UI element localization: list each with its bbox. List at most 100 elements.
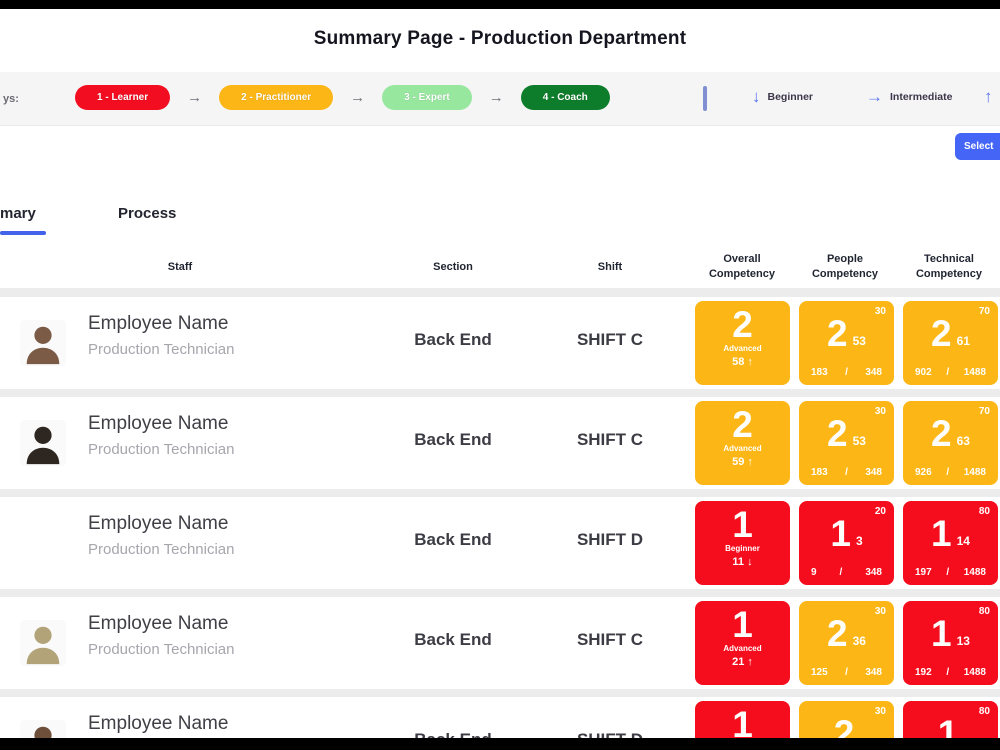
table-row[interactable]: Employee Name Production Technician Back…: [0, 597, 1000, 689]
shift-cell: SHIFT C: [576, 430, 644, 449]
ratio-numerator: 902: [915, 367, 932, 378]
competency-label: Beginner: [725, 544, 760, 553]
legend-pill-practitioner: 2 - Practitioner: [219, 85, 334, 110]
ratio-numerator: 197: [915, 567, 932, 578]
ratio-numerator: 9: [811, 567, 817, 578]
ratio-separator: /: [845, 367, 848, 378]
competency-label: Advanced: [723, 444, 762, 453]
overall-competency-tile: 2 Advanced 59 ↑: [695, 401, 790, 485]
legend-trend-advanced: ↑: [984, 88, 993, 105]
ratio-denominator: 348: [865, 467, 882, 478]
technical-competency-tile: 80 1 13 192 / 1488: [903, 601, 998, 685]
employee-name: Employee Name: [88, 313, 229, 334]
score-ratio: 192 / 1488: [915, 667, 986, 678]
competency-level: 1: [830, 513, 851, 554]
technical-competency-tile: 80 1 14 197 / 1488: [903, 501, 998, 585]
ratio-numerator: 183: [811, 467, 828, 478]
target-score: 30: [874, 306, 886, 317]
tab-process[interactable]: Process: [118, 205, 177, 222]
ratio-denominator: 348: [865, 667, 882, 678]
employee-name: Employee Name: [88, 613, 229, 634]
bottom-letterbox-bar: [0, 738, 1000, 750]
avatar: [20, 320, 66, 366]
table-row[interactable]: Employee Name Production Technician Back…: [0, 297, 1000, 389]
target-score: 30: [874, 606, 886, 617]
ratio-denominator: 348: [865, 367, 882, 378]
ratio-denominator: 1488: [963, 467, 986, 478]
arrow-right-icon: →: [488, 89, 504, 106]
ratio-denominator: 348: [865, 567, 882, 578]
active-tab-underline: [0, 231, 46, 235]
score-ratio: 902 / 1488: [915, 367, 986, 378]
page-title: Summary Page - Production Department: [313, 28, 687, 49]
top-letterbox-bar: [0, 0, 1000, 9]
people-competency-tile: 30 2 53 183 / 348: [799, 401, 894, 485]
employee-name: Employee Name: [88, 413, 229, 434]
ratio-separator: /: [946, 567, 950, 578]
ratio-denominator: 1488: [963, 367, 986, 378]
score-value: 13: [956, 634, 970, 648]
employee-name: Employee Name: [88, 513, 229, 534]
employee-role: Production Technician: [88, 641, 235, 658]
legend-pill-expert: 3 - Expert: [382, 85, 472, 110]
shift-cell: SHIFT D: [576, 530, 644, 549]
section-cell: Back End: [414, 430, 492, 449]
score-value: 14: [956, 534, 970, 548]
score-ratio: 9 / 348: [811, 567, 882, 578]
section-cell: Back End: [414, 530, 492, 549]
employee-list: Employee Name Production Technician Back…: [0, 288, 1000, 750]
ratio-separator: /: [839, 567, 843, 578]
competency-level: 1: [931, 513, 952, 554]
legend-pill-learner: 1 - Learner: [75, 85, 171, 110]
score-value: 53: [852, 434, 866, 448]
arrow-down-icon: ↓: [752, 87, 761, 106]
score-value: 61: [956, 334, 970, 348]
overall-competency-tile: 1 Advanced 21 ↑: [695, 601, 790, 685]
competency-level: 1: [732, 504, 753, 545]
column-header-technical: Technical Competency: [915, 253, 983, 280]
ratio-numerator: 125: [811, 667, 828, 678]
competency-level: 2: [931, 313, 952, 354]
score-ratio: 197 / 1488: [915, 567, 986, 578]
competency-level: 1: [732, 604, 753, 645]
target-score: 20: [874, 506, 886, 517]
competency-level: 2: [732, 404, 753, 445]
target-score: 70: [978, 406, 990, 417]
legend-divider: [703, 86, 707, 111]
competency-level: 1: [732, 704, 753, 745]
table-header-row: Staff Section Shift Overall Competency P…: [0, 248, 1000, 288]
column-header-shift: Shift: [597, 261, 623, 273]
score-ratio: 183 / 348: [811, 467, 882, 478]
ratio-separator: /: [845, 667, 848, 678]
table-row[interactable]: Employee Name Production Technician Back…: [0, 497, 1000, 589]
competency-trend: 21 ↑: [732, 656, 753, 668]
table-row[interactable]: Employee Name Production Technician Back…: [0, 397, 1000, 489]
target-score: 80: [978, 506, 990, 517]
column-header-overall: Overall Competency: [708, 253, 776, 280]
column-header-staff: Staff: [167, 261, 193, 273]
competency-level: 2: [732, 304, 753, 345]
shift-cell: SHIFT C: [576, 330, 644, 349]
trend-label: Intermediate: [890, 90, 953, 103]
legend-trend-intermediate: → Intermediate: [866, 88, 952, 105]
score-value: 36: [852, 634, 866, 648]
overall-competency-tile: 1 Beginner 11 ↓: [695, 501, 790, 585]
column-header-section: Section: [433, 261, 473, 273]
tab-summary[interactable]: mary: [0, 205, 36, 222]
ratio-numerator: 926: [915, 467, 932, 478]
ratio-separator: /: [946, 667, 950, 678]
employee-role: Production Technician: [88, 341, 235, 358]
employee-role: Production Technician: [88, 541, 235, 558]
target-score: 30: [874, 406, 886, 417]
ratio-separator: /: [946, 467, 950, 478]
competency-label: Advanced: [723, 644, 762, 653]
arrow-right-icon: →: [187, 89, 203, 106]
competency-trend: 59 ↑: [732, 456, 753, 468]
legend-keys-label: ys:: [3, 93, 19, 105]
score-value: 63: [956, 434, 970, 448]
ratio-separator: /: [946, 367, 950, 378]
select-button[interactable]: Select: [955, 133, 1000, 160]
arrow-right-icon: →: [866, 87, 883, 106]
ratio-numerator: 183: [811, 367, 828, 378]
